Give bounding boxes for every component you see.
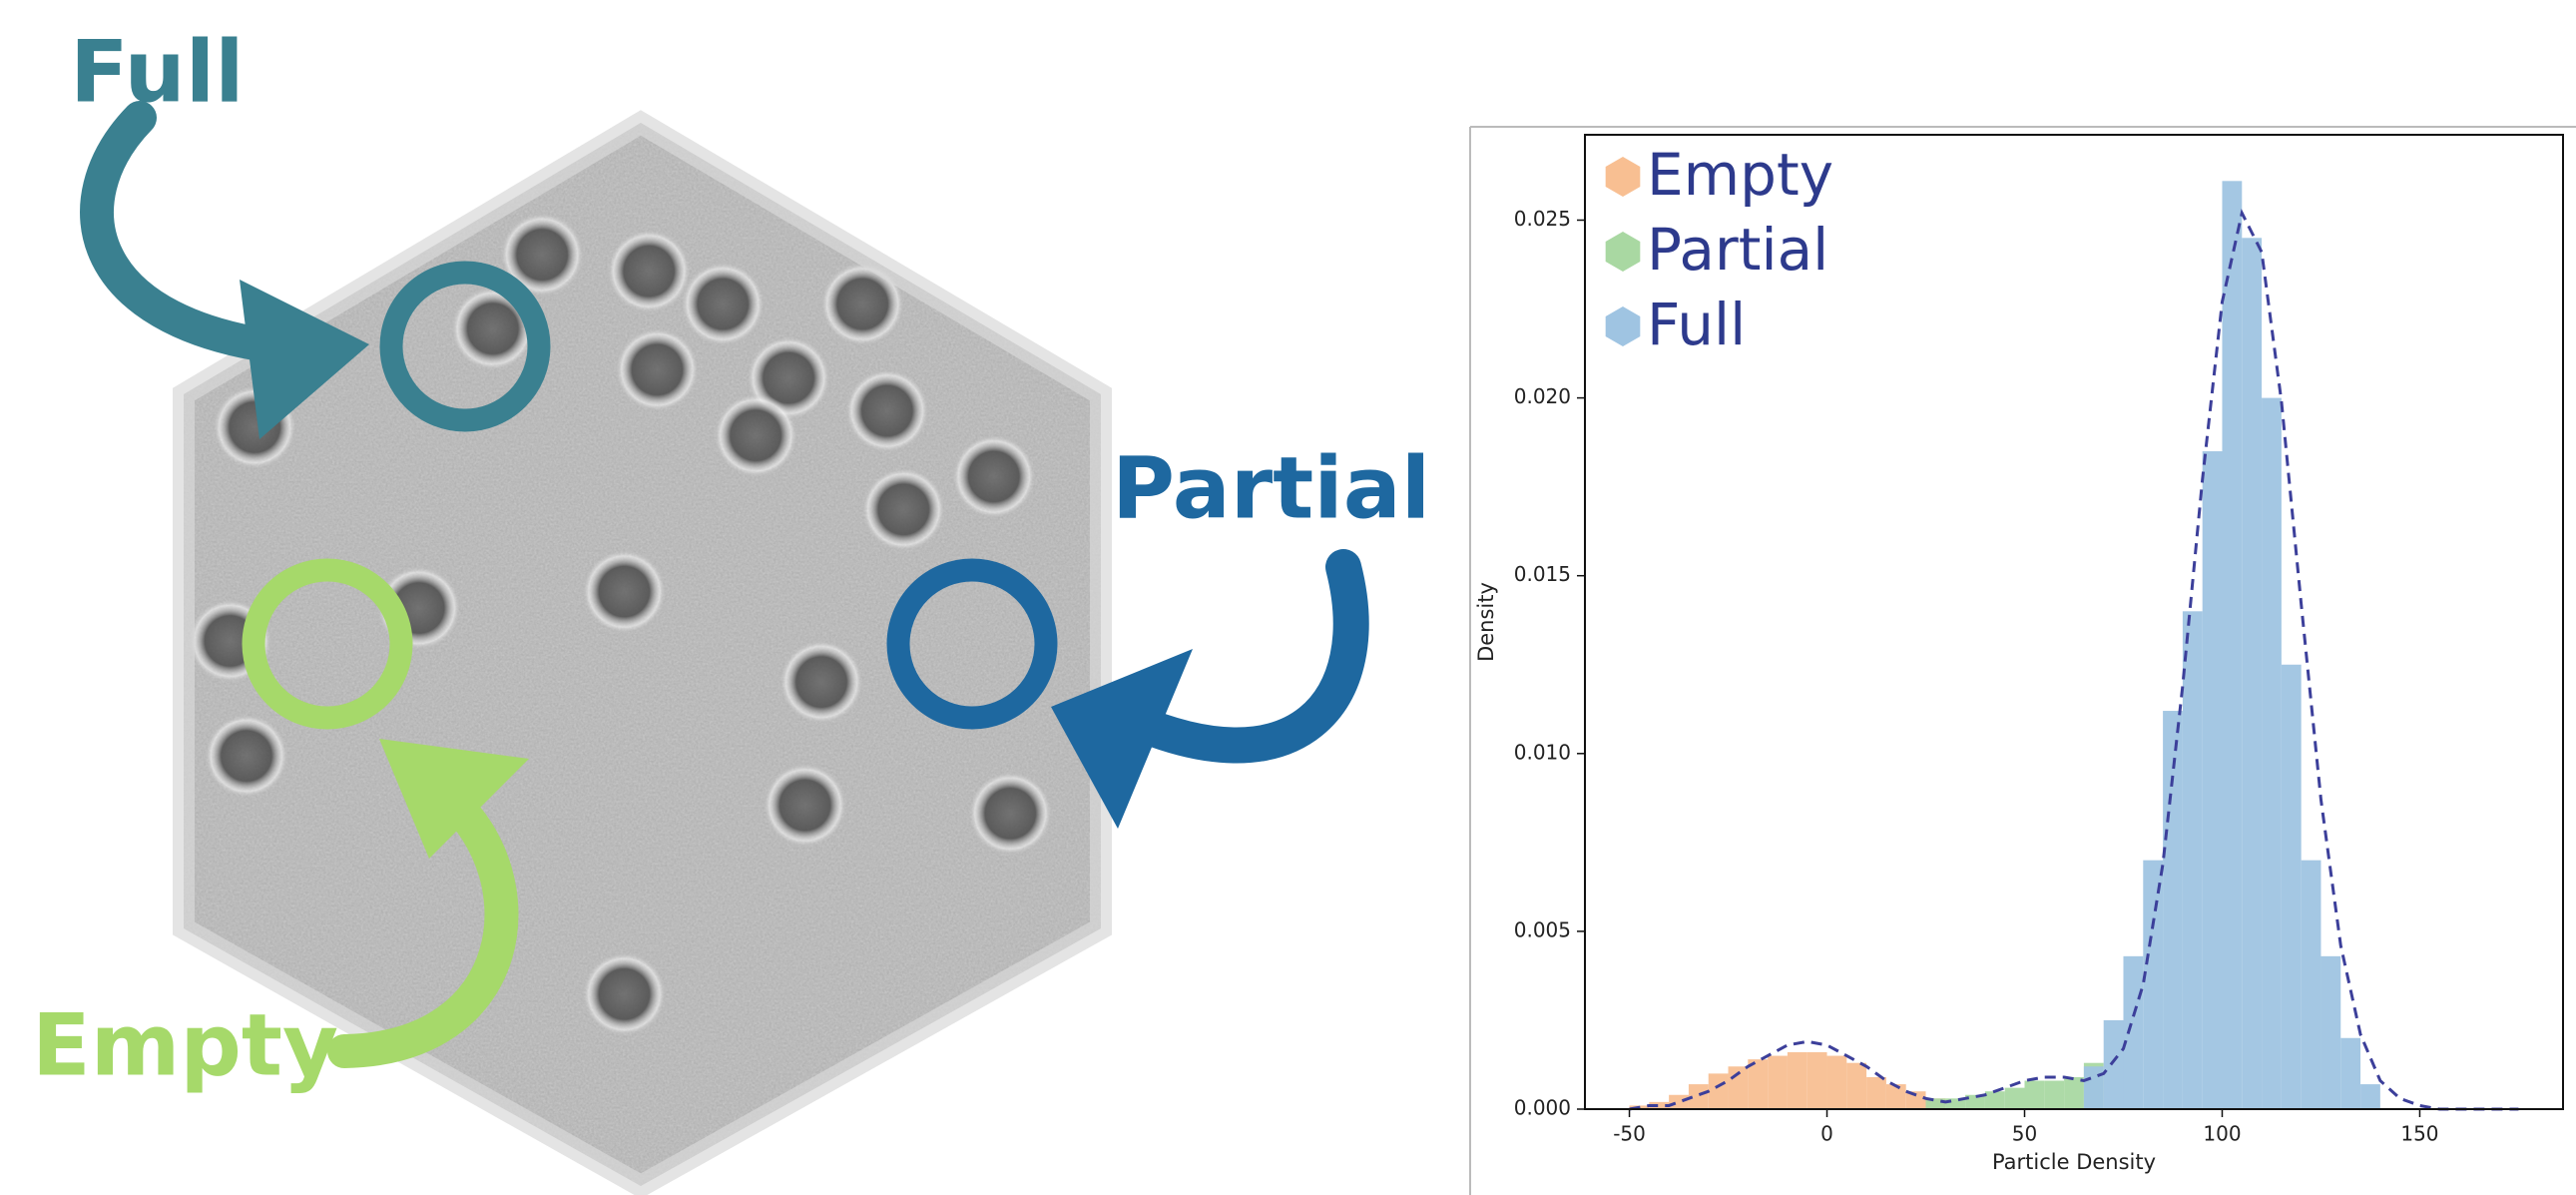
partial-label: Partial — [1112, 438, 1430, 538]
particle — [500, 213, 585, 298]
histogram-bar — [2064, 1076, 2084, 1109]
particle — [582, 549, 667, 634]
y-tick-label: 0.005 — [1514, 917, 1571, 941]
full-label: Full — [70, 22, 245, 122]
partial-arrow — [1100, 549, 1369, 764]
x-tick-label: -50 — [1613, 1122, 1646, 1146]
particle — [951, 434, 1036, 519]
y-tick-label: 0.000 — [1514, 1096, 1571, 1120]
histogram-bar — [2202, 451, 2223, 1109]
particle — [844, 368, 929, 453]
histogram-bar — [2182, 611, 2203, 1109]
x-tick-label: 100 — [2203, 1122, 2241, 1146]
histogram-bar — [2083, 1066, 2104, 1109]
y-tick-label: 0.025 — [1514, 207, 1571, 231]
histogram-bar — [1708, 1073, 1729, 1109]
empty-arrowhead — [379, 739, 529, 859]
particle — [820, 262, 905, 346]
legend-marker — [1605, 306, 1641, 346]
histogram-bar — [1945, 1098, 1966, 1109]
hexagon-border — [173, 110, 1112, 1195]
histogram-bar — [2123, 955, 2144, 1109]
empty-label: Empty — [32, 995, 338, 1095]
x-tick-label: 50 — [2012, 1122, 2037, 1146]
y-tick-label: 0.010 — [1514, 740, 1571, 764]
particle — [582, 951, 667, 1036]
histogram-bar — [1826, 1055, 1847, 1109]
y-tick-label: 0.015 — [1514, 562, 1571, 586]
histogram-bar — [1925, 1098, 1946, 1109]
particle — [763, 763, 847, 848]
particle — [204, 714, 288, 799]
histogram-bar — [2320, 955, 2341, 1109]
histogram-bar — [1984, 1091, 2005, 1109]
legend-label: Partial — [1647, 216, 1828, 284]
fit-curve — [1629, 208, 2519, 1111]
chart: -50 0 50 100 150 0.000 0.005 0.010 0.015 0.020 0.0… — [1474, 134, 2564, 1174]
histogram-bar — [2222, 181, 2243, 1109]
particle — [779, 640, 863, 725]
histogram-bar — [2163, 711, 2183, 1109]
histogram-bar — [2262, 397, 2282, 1109]
particle — [861, 467, 946, 552]
particle — [714, 393, 798, 478]
y-axis-label: Density — [1474, 582, 1498, 662]
histogram-bar — [2004, 1087, 2025, 1109]
partial-ring — [886, 558, 1058, 730]
histogram-bar — [2024, 1080, 2045, 1109]
histogram-bar — [2301, 860, 2321, 1109]
histogram-bar — [2044, 1080, 2065, 1109]
particle — [607, 229, 692, 313]
y-tick-label: 0.020 — [1514, 384, 1571, 408]
plot-frame — [1584, 134, 2564, 1110]
particles — [188, 213, 1053, 1036]
x-axis-label: Particle Density — [1992, 1150, 2156, 1174]
empty-arrow — [327, 782, 519, 1068]
histogram-bar — [1748, 1059, 1769, 1109]
histogram-bar — [1885, 1084, 1906, 1109]
particle — [450, 287, 535, 371]
legend-marker — [1605, 232, 1641, 272]
x-tick-label: 150 — [2400, 1122, 2438, 1146]
legend-marker — [1605, 157, 1641, 197]
histogram-bar — [2143, 860, 2164, 1109]
particle — [968, 771, 1053, 856]
histogram-bar — [1669, 1094, 1689, 1109]
histogram-bar — [2242, 238, 2263, 1110]
full-arrow — [80, 101, 316, 366]
histogram-bar — [1806, 1052, 1827, 1109]
histogram-bar — [2360, 1084, 2380, 1109]
full-arrowhead — [240, 280, 369, 439]
histogram-bar — [1768, 1055, 1788, 1109]
particle — [615, 327, 700, 412]
histogram-bar — [1965, 1094, 1985, 1109]
histogram-bar — [1649, 1101, 1670, 1109]
histogram-bar — [2281, 664, 2302, 1109]
particle — [681, 262, 766, 346]
x-tick-label: 0 — [1820, 1122, 1833, 1146]
histogram-bar — [1905, 1091, 1926, 1109]
histogram-bar — [1787, 1052, 1807, 1109]
histogram-bar — [1688, 1084, 1709, 1109]
histogram-bar — [2340, 1037, 2361, 1109]
empty-ring — [242, 558, 413, 730]
legend-label: Full — [1647, 291, 1746, 358]
histogram-bar — [1846, 1062, 1867, 1109]
partial-arrowhead — [1051, 649, 1193, 829]
legend-label: Empty — [1647, 141, 1833, 209]
histogram-bar — [2103, 1019, 2124, 1109]
full-ring — [379, 261, 551, 432]
histogram-bar — [1866, 1076, 1886, 1109]
